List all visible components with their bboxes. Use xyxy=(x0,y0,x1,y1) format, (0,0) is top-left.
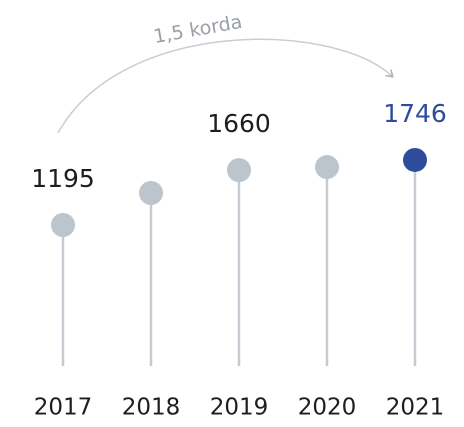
x-tick-label: 2017 xyxy=(34,395,93,421)
dot xyxy=(51,212,75,237)
value-label: 1746 xyxy=(383,99,447,128)
x-tick-label: 2021 xyxy=(386,395,445,421)
x-tick-label: 2020 xyxy=(298,395,357,421)
value-label: 1660 xyxy=(207,109,271,138)
value-label: 1195 xyxy=(31,164,95,193)
dot xyxy=(315,155,339,180)
x-tick-label: 2019 xyxy=(210,395,269,421)
annotation: 1,5 korda xyxy=(152,11,244,48)
x-tick-label: 2018 xyxy=(122,395,181,421)
dot xyxy=(403,147,427,172)
dot xyxy=(139,181,163,206)
growth-arrow xyxy=(57,38,394,134)
dot xyxy=(227,158,251,183)
